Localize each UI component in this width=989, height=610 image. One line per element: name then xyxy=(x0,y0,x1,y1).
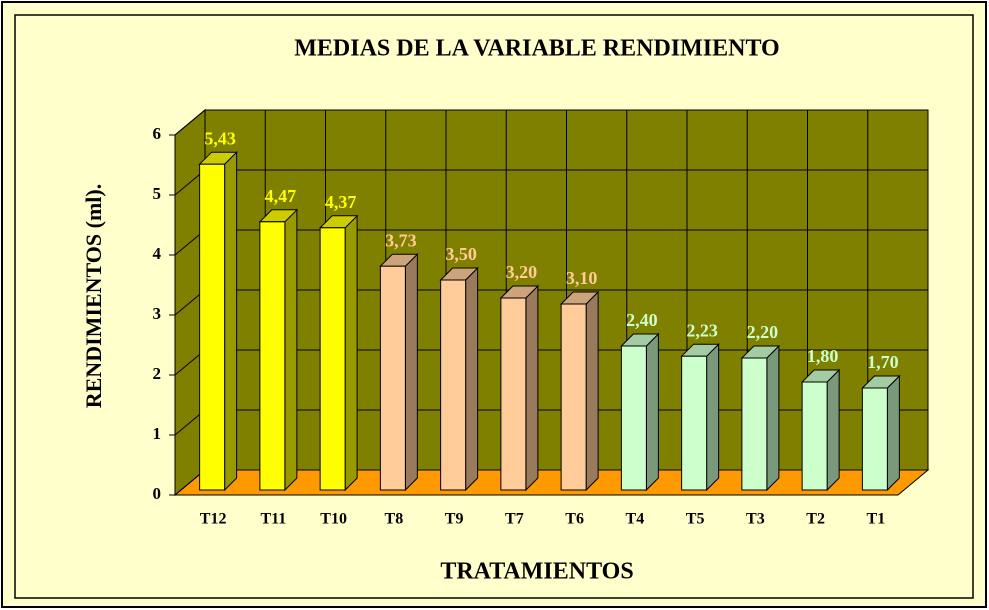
x-tick-label: T5 xyxy=(686,511,705,528)
bar-side xyxy=(224,150,238,492)
bar-side xyxy=(886,374,900,492)
x-tick-label: T10 xyxy=(320,511,347,528)
bar-side xyxy=(525,284,539,492)
data-label: 5,43 xyxy=(204,128,236,148)
y-tick-label: 3 xyxy=(153,304,162,323)
data-label: 3,73 xyxy=(385,230,417,250)
bar xyxy=(379,265,406,491)
bar-side xyxy=(404,252,418,492)
bar-side xyxy=(344,214,358,492)
y-tick-label: 0 xyxy=(153,484,162,503)
bar xyxy=(801,381,828,491)
bar-side xyxy=(284,208,298,492)
bar-side xyxy=(766,344,780,492)
x-axis-title: TRATAMIENTOS xyxy=(440,559,633,585)
data-label: 4,37 xyxy=(325,192,357,212)
bar-side xyxy=(706,342,720,492)
grid-line xyxy=(174,109,928,136)
bar xyxy=(319,227,346,491)
data-label: 2,23 xyxy=(686,320,718,340)
x-tick-label: T8 xyxy=(385,511,404,528)
bar-side xyxy=(585,290,599,492)
data-label: 1,80 xyxy=(807,346,839,366)
y-tick-label: 4 xyxy=(153,244,162,263)
bar xyxy=(620,345,647,491)
data-label: 3,10 xyxy=(566,268,598,288)
bar-side xyxy=(826,368,840,492)
x-tick-label: T1 xyxy=(867,511,886,528)
y-tick-label: 2 xyxy=(153,364,162,383)
x-tick-label: T2 xyxy=(806,511,825,528)
data-label: 1,70 xyxy=(867,352,899,372)
chart-title: MEDIAS DE LA VARIABLE RENDIMIENTO xyxy=(294,36,779,62)
bar-side xyxy=(645,332,659,492)
x-tick-label: T7 xyxy=(505,511,524,528)
data-label: 2,20 xyxy=(747,322,779,342)
bar xyxy=(440,279,467,491)
bar-side xyxy=(465,266,479,492)
x-tick-label: T12 xyxy=(200,511,227,528)
x-tick-label: T9 xyxy=(445,511,464,528)
bar xyxy=(500,297,527,491)
bar xyxy=(861,387,888,491)
y-tick-label: 6 xyxy=(153,124,162,143)
data-label: 4,47 xyxy=(265,186,297,206)
x-tick-label: T6 xyxy=(565,511,584,528)
x-tick-label: T3 xyxy=(746,511,765,528)
y-tick-label: 5 xyxy=(153,184,162,203)
x-tick-label: T4 xyxy=(626,511,645,528)
y-tick-label: 1 xyxy=(153,424,162,443)
bar xyxy=(259,221,286,491)
y-axis-title: RENDIMIENTOS (ml). xyxy=(81,184,106,409)
data-label: 3,50 xyxy=(445,244,477,264)
bar xyxy=(741,357,768,491)
x-tick-label: T11 xyxy=(260,511,286,528)
data-label: 2,40 xyxy=(626,310,658,330)
bar xyxy=(681,355,708,491)
bar xyxy=(199,163,226,491)
bar xyxy=(560,303,587,491)
data-label: 3,20 xyxy=(506,262,538,282)
